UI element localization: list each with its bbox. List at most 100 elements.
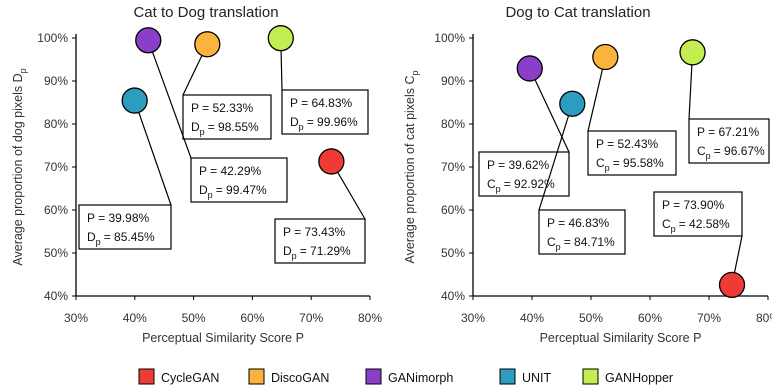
annotation-box [182, 94, 272, 140]
annotation-metric-value: Dp = 71.29% [283, 244, 351, 261]
leader-line-unit [538, 103, 573, 211]
annotation-metric-value: Cp = 96.67% [697, 144, 765, 161]
annotation-box [538, 209, 626, 255]
y-tick-label: 50% [441, 246, 465, 260]
legend-label: DiscoGAN [271, 371, 329, 385]
annotation-metric-subscript: p [671, 224, 676, 234]
legend-label: UNIT [522, 371, 552, 385]
y-tick-label: 40% [44, 289, 68, 303]
data-point-cyclegan [318, 148, 345, 175]
legend-label: GANHopper [605, 371, 673, 385]
annotation-discogan: P = 52.43% Cp = 95.58% [587, 130, 677, 176]
x-tick-label: 40% [123, 311, 147, 325]
data-point-discogan [194, 31, 221, 58]
annotation-metric-number: = 92.92% [504, 177, 555, 191]
data-point-discogan [592, 43, 619, 71]
annotation-metric-number: = 96.67% [714, 144, 765, 158]
y-axis-label-main: Average proportion of dog pixels D [11, 73, 25, 265]
chart-panel-1: Cat to Dog translation 40% 50% 60% 70% 80% 90%… [11, 4, 382, 345]
annotation-p-value: P = 46.83% [547, 216, 609, 230]
annotation-metric-subscript: p [605, 163, 610, 173]
annotation-unit: P = 46.83% Cp = 84.71% [538, 209, 626, 255]
annotation-metric-subscript: p [496, 184, 501, 194]
legend-swatch [248, 368, 265, 385]
annotation-p-value: P = 52.43% [596, 137, 658, 151]
annotation-p-value: P = 39.98% [87, 211, 149, 225]
legend: CycleGAN DiscoGAN GANimorph UNIT GANHopper [138, 368, 673, 385]
annotation-p-value: P = 73.90% [662, 198, 724, 212]
annotation-metric-subscript: p [200, 127, 205, 137]
annotation-metric-number: = 85.45% [104, 230, 155, 244]
y-tick-label: 70% [441, 160, 465, 174]
legend-item-discogan: DiscoGAN [248, 368, 329, 385]
legend-swatch [582, 368, 599, 385]
annotation-p-value: P = 73.43% [283, 225, 345, 239]
annotation-metric-subscript: p [556, 242, 561, 252]
x-tick-label: 50% [579, 311, 603, 325]
annotation-ganimorph: P = 42.29% Dp = 99.47% [190, 157, 288, 203]
annotation-metric-value: Cp = 42.58% [662, 217, 730, 234]
annotation-metric-number: = 95.58% [613, 156, 664, 170]
annotation-metric-value: Cp = 84.71% [547, 235, 615, 252]
legend-swatch [138, 368, 155, 385]
annotation-ganimorph: P = 39.62% Cp = 92.92% [478, 151, 570, 197]
annotation-metric-symbol: C [662, 217, 671, 231]
annotation-metric-value: Dp = 85.45% [87, 230, 155, 247]
legend-item-ganhopper: GANHopper [582, 368, 673, 385]
data-point-cyclegan [718, 271, 746, 299]
x-tick-label: 60% [240, 311, 264, 325]
x-tick-label: 70% [299, 311, 323, 325]
data-point-ganhopper [679, 39, 706, 66]
x-tick-label: 50% [182, 311, 206, 325]
annotation-box [190, 157, 288, 203]
annotation-box [587, 130, 677, 176]
legend-label: GANimorph [388, 371, 453, 385]
data-point-ganimorph [135, 27, 162, 54]
data-point-ganimorph [516, 55, 543, 82]
annotation-metric-number: = 71.29% [300, 244, 351, 258]
annotation-metric-subscript: p [299, 122, 304, 132]
annotation-metric-symbol: D [191, 120, 200, 134]
data-point-unit [121, 87, 148, 114]
y-tick-label: 100% [434, 31, 465, 45]
annotation-metric-symbol: C [487, 177, 496, 191]
annotation-metric-value: Dp = 98.55% [191, 120, 259, 137]
legend-swatch [499, 368, 516, 385]
annotation-metric-subscript: p [96, 237, 101, 247]
legend-label: CycleGAN [161, 371, 219, 385]
leader-line-ganimorph [529, 68, 570, 153]
y-tick-label: 60% [44, 203, 68, 217]
y-axis-label-subscript: p [410, 70, 420, 75]
annotation-box [78, 204, 172, 250]
y-tick-label: 50% [44, 246, 68, 260]
annotation-metric-number: = 98.55% [208, 120, 259, 134]
leader-line-unit [134, 100, 172, 206]
x-tick-label: 80% [358, 311, 382, 325]
x-tick-label: 30% [64, 311, 88, 325]
annotation-p-value: P = 52.33% [191, 101, 253, 115]
x-tick-label: 70% [697, 311, 721, 325]
y-tick-label: 100% [37, 31, 68, 45]
y-axis-label: Average proportion of cat pixels Cp [403, 70, 420, 263]
annotation-box [281, 89, 369, 135]
y-axis-label-subscript: p [18, 68, 28, 73]
annotation-p-value: P = 67.21% [697, 125, 759, 139]
annotation-metric-subscript: p [292, 251, 297, 261]
annotation-metric-subscript: p [706, 151, 711, 161]
data-point-unit [559, 90, 586, 117]
annotation-metric-symbol: D [87, 230, 96, 244]
annotation-discogan: P = 52.33% Dp = 98.55% [182, 94, 272, 140]
annotation-box [653, 191, 743, 237]
annotation-metric-symbol: C [547, 235, 556, 249]
x-tick-label: 40% [520, 311, 544, 325]
x-tick-label: 60% [638, 311, 662, 325]
legend-item-unit: UNIT [499, 368, 552, 385]
annotation-metric-symbol: C [697, 144, 706, 158]
x-axis-label: Perceptual Similarity Score P [540, 331, 702, 345]
annotation-box [478, 151, 570, 197]
annotation-ganhopper: P = 67.21% Cp = 96.67% [688, 118, 770, 164]
x-axis-label: Perceptual Similarity Score P [142, 331, 304, 345]
annotation-metric-subscript: p [208, 190, 213, 200]
data-point-ganhopper [267, 25, 294, 52]
